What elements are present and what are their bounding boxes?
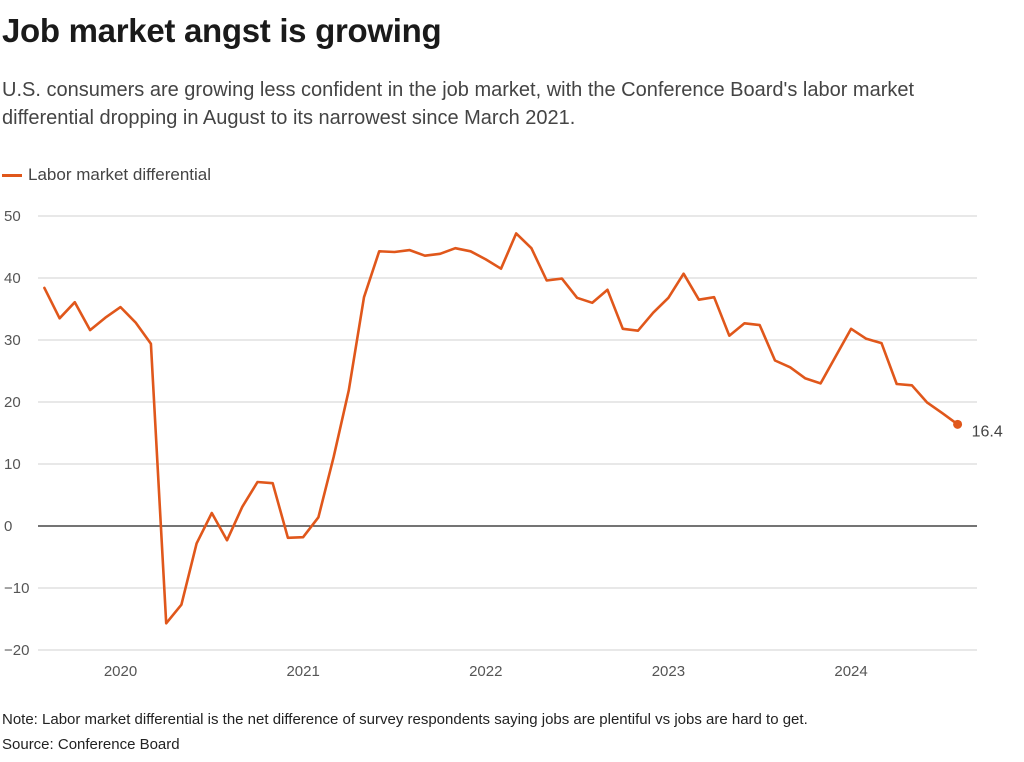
end-point-marker <box>953 419 963 429</box>
series-line-labor-market-differential <box>43 232 959 625</box>
legend: Labor market differential <box>2 164 211 186</box>
end-value-label: 16.4 <box>972 423 1003 440</box>
x-tick-label: 2020 <box>104 663 137 680</box>
y-tick-label: 40 <box>4 270 21 287</box>
legend-swatch <box>2 173 22 177</box>
x-tick-label: 2021 <box>286 663 319 680</box>
x-axis: 2020 2021 2022 2023 2024 <box>104 663 868 680</box>
series-layer: 16.4 <box>43 232 1003 625</box>
y-tick-label: 10 <box>4 456 21 473</box>
chart-title: Job market angst is growing <box>2 12 442 49</box>
chart-subtitle: U.S. consumers are growing less confiden… <box>2 79 915 129</box>
y-tick-label: 20 <box>4 394 21 411</box>
chart-source: Source: Conference Board <box>2 736 180 753</box>
chart-note: Note: Labor market differential is the n… <box>2 711 808 728</box>
x-tick-label: 2023 <box>652 663 685 680</box>
legend-label: Labor market differential <box>28 165 212 184</box>
y-axis: 50 40 30 20 10 0 −10 −20 <box>4 208 29 659</box>
grid-lines <box>38 215 977 651</box>
x-tick-label: 2024 <box>834 663 867 680</box>
y-tick-label: −10 <box>4 580 29 597</box>
y-tick-label: 30 <box>4 332 21 349</box>
line-chart: 50 40 30 20 10 0 −10 −20 2020 2021 2022 2023 2024 1… <box>4 208 1003 680</box>
y-tick-label: −20 <box>4 642 29 659</box>
y-tick-label: 50 <box>4 208 21 225</box>
x-tick-label: 2022 <box>469 663 502 680</box>
y-tick-label: 0 <box>4 518 12 535</box>
